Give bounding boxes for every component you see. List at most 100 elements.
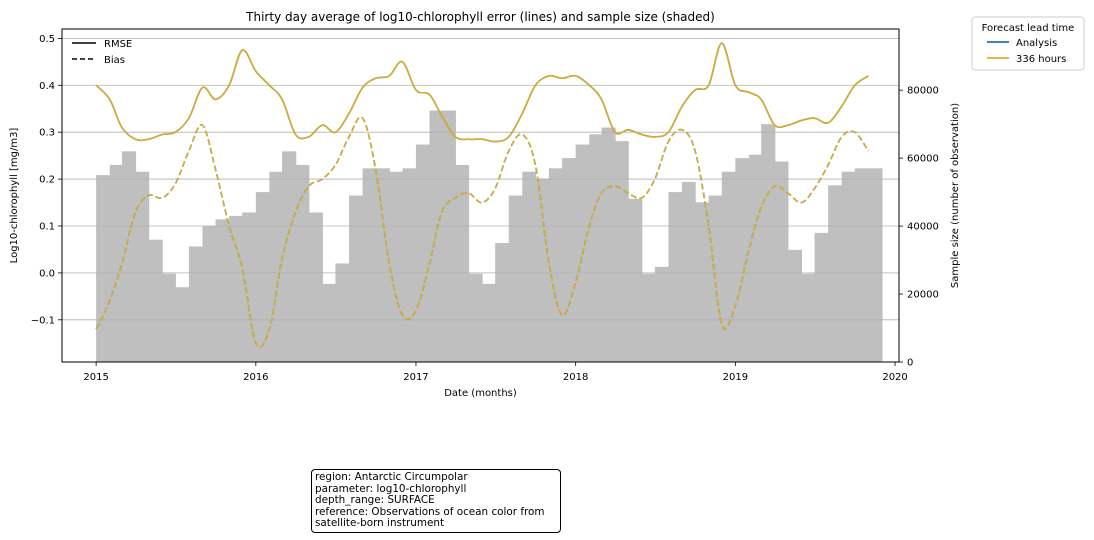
sample-size-bar <box>868 168 883 362</box>
sample-size-bar <box>548 168 563 362</box>
sample-size-bar <box>774 161 789 362</box>
x-tick-label: 2016 <box>243 372 268 383</box>
x-tick-label: 2020 <box>882 372 907 383</box>
info-parameter: parameter: log10-chlorophyll <box>315 482 467 495</box>
info-reference: reference: Observations of ocean color f… <box>315 505 545 518</box>
sample-size-bar <box>109 164 123 362</box>
sample-size-bar <box>508 195 523 362</box>
sample-size-bar <box>522 171 537 362</box>
y-tick-label: −0.1 <box>31 315 55 326</box>
sample-size-bar <box>162 273 176 362</box>
sample-size-bar <box>188 246 204 362</box>
x-tick-label: 2017 <box>403 372 428 383</box>
sample-size-bar <box>654 266 670 362</box>
sample-size-bar <box>828 185 843 362</box>
legend-bias-label: Bias <box>104 55 125 66</box>
sample-size-bar <box>215 219 230 362</box>
sample-size-bar <box>761 124 776 362</box>
y-tick-label: 0.3 <box>39 128 55 139</box>
sample-size-bar <box>148 239 163 362</box>
sample-size-bar <box>362 168 377 362</box>
y2-axis-label: Sample size (number of observation) <box>950 103 961 288</box>
y2-tick-label: 60000 <box>907 154 939 165</box>
y-axis-label: Log10-chlorophyll [mg/m3] <box>9 128 20 264</box>
sample-size-bar <box>495 243 510 362</box>
sample-size-bar <box>402 168 417 362</box>
plot-frame <box>61 28 900 363</box>
info-depth-range: depth_range: SURFACE <box>315 494 435 507</box>
x-tick-label: 2018 <box>563 372 588 383</box>
style-legend: RMSE Bias <box>72 39 132 66</box>
chart-title: Thirty day average of log10-chlorophyll … <box>245 10 715 24</box>
y2-tick-label: 80000 <box>907 86 939 97</box>
sample-size-bar <box>787 249 803 362</box>
info-box: region: Antarctic Circumpolar parameter:… <box>311 469 561 533</box>
sample-size-bar <box>202 226 217 362</box>
legend-analysis-label: Analysis <box>1016 38 1057 49</box>
sample-size-bar <box>482 283 496 362</box>
sample-size-bar <box>681 181 696 362</box>
analysis-rmse-line <box>95 42 869 143</box>
336-hours-bias-line <box>95 116 870 349</box>
sample-size-bar <box>601 127 616 362</box>
sample-size-bar <box>389 171 403 362</box>
y-axis-right: 0 20000 40000 60000 80000 <box>899 86 939 369</box>
x-axis: 2015 2016 2017 2018 2019 2020 <box>83 362 908 383</box>
sample-size-bar <box>322 283 337 362</box>
sample-size-bar <box>415 144 431 362</box>
sample-size-bar <box>175 287 190 362</box>
sample-size-bar <box>308 212 323 362</box>
sample-size-bar <box>441 110 456 362</box>
sample-size-bar <box>229 215 243 362</box>
sample-size-bar <box>468 273 483 362</box>
series-legend-title: Forecast lead time <box>982 23 1075 34</box>
series-lines <box>95 42 870 349</box>
y-tick-label: 0.1 <box>39 221 55 232</box>
sample-size-bar <box>375 168 390 362</box>
sample-size-bar <box>801 273 816 362</box>
sample-size-bars <box>96 110 883 362</box>
legend-rmse-label: RMSE <box>104 39 132 50</box>
sample-size-bar <box>562 158 577 362</box>
sample-size-bar <box>628 198 643 362</box>
x-tick-label: 2019 <box>723 372 748 383</box>
y-tick-label: 0.2 <box>39 175 55 186</box>
sample-size-bar <box>535 178 550 362</box>
info-reference-cont: satellite-born instrument <box>315 517 445 530</box>
series-legend-frame <box>971 16 1085 71</box>
y-tick-label: 0.5 <box>39 34 55 45</box>
y-axis-left: −0.1 0.0 0.1 0.2 0.3 0.4 0.5 <box>31 34 62 326</box>
sample-size-bar <box>269 171 283 362</box>
sample-size-bar <box>135 171 150 362</box>
sample-size-bar <box>735 158 750 362</box>
legend-336-hours-label: 336 hours <box>1016 54 1066 65</box>
sample-size-bar <box>121 151 137 362</box>
y2-tick-label: 0 <box>907 358 913 369</box>
sample-size-bar <box>589 134 603 362</box>
sample-size-bar <box>295 164 310 362</box>
sample-size-bar <box>841 171 856 362</box>
y-tick-label: 0.4 <box>39 81 55 92</box>
x-tick-label: 2015 <box>83 372 108 383</box>
sample-size-bar <box>455 164 470 362</box>
sample-size-bar <box>96 175 111 362</box>
sample-size-bar <box>349 195 364 362</box>
336-hours-rmse-line <box>95 42 869 143</box>
y2-tick-label: 20000 <box>907 290 939 301</box>
y-tick-label: 0.0 <box>39 268 55 279</box>
sample-size-bar <box>242 212 257 362</box>
y2-tick-label: 40000 <box>907 222 939 233</box>
series-legend: Forecast lead time Analysis 336 hours <box>971 16 1085 71</box>
sample-size-bar <box>668 192 683 362</box>
info-region: region: Antarctic Circumpolar <box>315 471 468 483</box>
sample-size-bar <box>695 202 710 362</box>
sample-size-bar <box>255 192 270 362</box>
sample-size-bar <box>335 263 350 362</box>
sample-size-bar <box>721 171 736 362</box>
gridlines <box>62 37 899 321</box>
sample-size-bar <box>282 151 297 362</box>
sample-size-bar <box>615 141 629 362</box>
sample-size-bar <box>854 168 869 362</box>
sample-size-bar <box>641 273 656 362</box>
